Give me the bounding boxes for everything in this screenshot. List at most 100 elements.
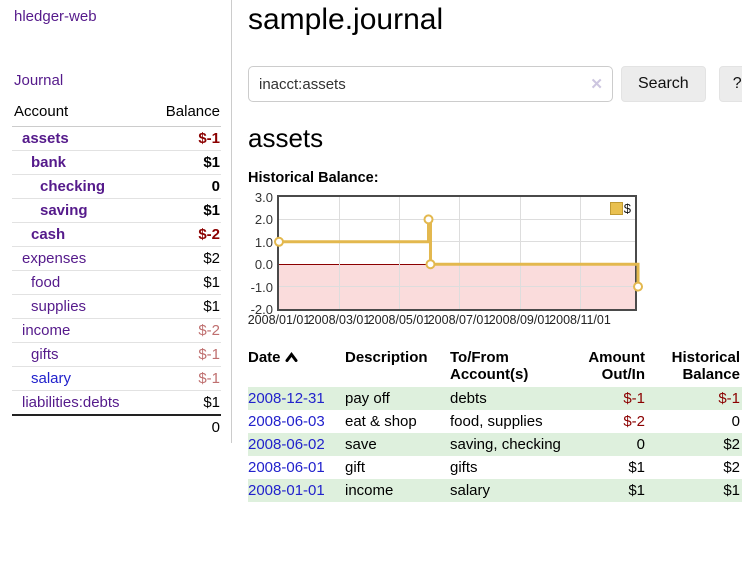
sidebar-item-journal[interactable]: Journal (14, 72, 64, 89)
vertical-gridline (519, 197, 521, 309)
sidebar-account-link[interactable]: bank (31, 154, 67, 171)
register-accounts: saving, checking (450, 436, 561, 453)
sidebar-account-link[interactable]: food (31, 274, 61, 291)
horizontal-gridline (279, 218, 635, 220)
data-point-marker[interactable] (274, 236, 284, 247)
y-tick-label: 2.0 (254, 212, 273, 228)
sidebar-account-balance: $-2 (148, 318, 221, 343)
sort-ascending-icon (285, 352, 298, 362)
help-button[interactable]: ? (718, 66, 742, 102)
sidebar-total-balance: 0 (211, 419, 220, 436)
app-layout: hledger-web Journal Account Balance asse… (12, 0, 742, 502)
register-amount: $1 (628, 482, 645, 499)
sidebar-account-link[interactable]: cash (31, 226, 66, 243)
register-date-link[interactable]: 2008-06-01 (248, 459, 325, 476)
data-point-marker[interactable] (425, 259, 436, 270)
register-balance: $2 (723, 459, 740, 476)
chart-x-axis: 2008/01/01 2008/03/01 2008/05/01 2008/07/01… (248, 311, 641, 328)
y-tick-label: 1.0 (254, 234, 273, 250)
legend-label: $ (623, 201, 631, 216)
sidebar-account-row: supplies $1 (12, 294, 221, 319)
register-balance: $1 (723, 482, 740, 499)
sidebar-account-link[interactable]: liabilities:debts (22, 394, 120, 411)
sidebar-account-row: food $1 (12, 270, 221, 295)
register-accounts: salary (450, 482, 491, 499)
register-header-amount: Amount Out/In (588, 349, 645, 383)
search-input[interactable] (248, 66, 613, 102)
x-tick-label: 2008/09/01 (488, 313, 552, 327)
sidebar-account-link[interactable]: salary (31, 370, 72, 387)
register-accounts: debts (450, 390, 487, 407)
sidebar-account-link[interactable]: supplies (31, 298, 87, 315)
sidebar-account-row: checking 0 (12, 174, 221, 199)
accounts-column-header: Account (12, 99, 149, 127)
sidebar-account-row: bank $1 (12, 150, 221, 175)
balance-chart: 3.0 2.0 1.0 0.0 -1.0 -2.0 $ 2008/01/01 2008/03… (248, 191, 742, 328)
sidebar-account-row: salary $-1 (12, 366, 221, 391)
main-content: sample.journal ✕ Search ? assets Histori… (232, 0, 742, 502)
x-tick-label: 2008/03/01 (307, 313, 371, 327)
register-balance: $2 (723, 436, 740, 453)
app-title-link[interactable]: hledger-web (14, 8, 97, 25)
register-description: save (345, 436, 377, 453)
register-amount: $1 (628, 459, 645, 476)
horizontal-gridline (279, 241, 635, 243)
sidebar-account-row: saving $1 (12, 198, 221, 223)
sidebar-account-row: assets $-1 (12, 126, 221, 151)
chart-title: Historical Balance: (248, 170, 379, 186)
register-description: eat & shop (345, 413, 417, 430)
vertical-gridline (339, 197, 340, 309)
chart-plot-area: $ (274, 195, 644, 311)
sidebar-account-link[interactable]: checking (40, 178, 106, 195)
register-header-date[interactable]: Date (248, 347, 345, 387)
sidebar-account-balance: $-1 (148, 342, 221, 367)
sidebar-account-link[interactable]: assets (22, 130, 69, 147)
sidebar-account-balance: 0 (148, 174, 221, 199)
sidebar-account-balance: $-2 (148, 222, 221, 247)
register-header-balance: Historical Balance (671, 349, 740, 383)
clear-search-icon[interactable]: ✕ (590, 76, 603, 93)
sidebar-account-link[interactable]: gifts (31, 346, 59, 363)
account-heading: assets (248, 123, 324, 153)
register-date-link[interactable]: 2008-12-31 (248, 390, 325, 407)
x-tick-label: 2008/01/01 (247, 313, 311, 327)
sidebar-accounts-table: Account Balance assets $-1 bank $1 check… (12, 99, 221, 439)
register-date-link[interactable]: 2008-06-02 (248, 436, 325, 453)
register-description: gift (345, 459, 366, 476)
balance-column-header: Balance (148, 99, 221, 127)
register-amount: $-1 (623, 390, 645, 407)
register-body: 2008-12-31 pay off debts $-1 $-1 2008-06… (248, 387, 742, 502)
data-point-marker[interactable] (423, 214, 434, 225)
register-amount: 0 (636, 436, 645, 453)
sidebar-account-balance: $2 (148, 246, 221, 271)
sidebar-account-link[interactable]: expenses (22, 250, 87, 267)
register-header-description: Description (345, 349, 428, 366)
page-title: sample.journal (248, 3, 444, 36)
chart-legend: $ (609, 201, 631, 216)
y-tick-label: -2.0 (250, 302, 273, 317)
vertical-gridline (459, 197, 460, 309)
y-tick-label: 0.0 (254, 257, 273, 273)
register-date-link[interactable]: 2008-06-03 (248, 413, 325, 430)
register-row: 2008-01-01 income salary $1 $1 (248, 479, 742, 502)
sidebar-account-row: income $-2 (12, 318, 221, 343)
sidebar-accounts-body: assets $-1 bank $1 checking 0 saving $1 … (12, 126, 221, 416)
register-accounts: gifts (450, 459, 478, 476)
sidebar-account-row: gifts $-1 (12, 342, 221, 367)
sidebar-account-balance: $1 (148, 390, 221, 416)
sidebar-account-link[interactable]: saving (40, 202, 88, 219)
sidebar-account-balance: $-1 (148, 366, 221, 391)
horizontal-gridline (279, 286, 635, 288)
data-point-marker[interactable] (633, 281, 644, 292)
register-row: 2008-06-01 gift gifts $1 $2 (248, 456, 742, 479)
search-button[interactable]: Search (621, 66, 706, 102)
chart-y-axis: 3.0 2.0 1.0 0.0 -1.0 -2.0 (248, 191, 277, 316)
sidebar-account-row: liabilities:debts $1 (12, 390, 221, 416)
register-accounts: food, supplies (450, 413, 543, 430)
vertical-gridline (398, 197, 400, 309)
register-date-link[interactable]: 2008-01-01 (248, 482, 325, 499)
register-amount: $-2 (623, 413, 645, 430)
register-row: 2008-06-02 save saving, checking 0 $2 (248, 433, 742, 456)
sidebar-account-link[interactable]: income (22, 322, 71, 339)
register-table: Date Description To/From Account(s) Amou… (248, 347, 742, 502)
